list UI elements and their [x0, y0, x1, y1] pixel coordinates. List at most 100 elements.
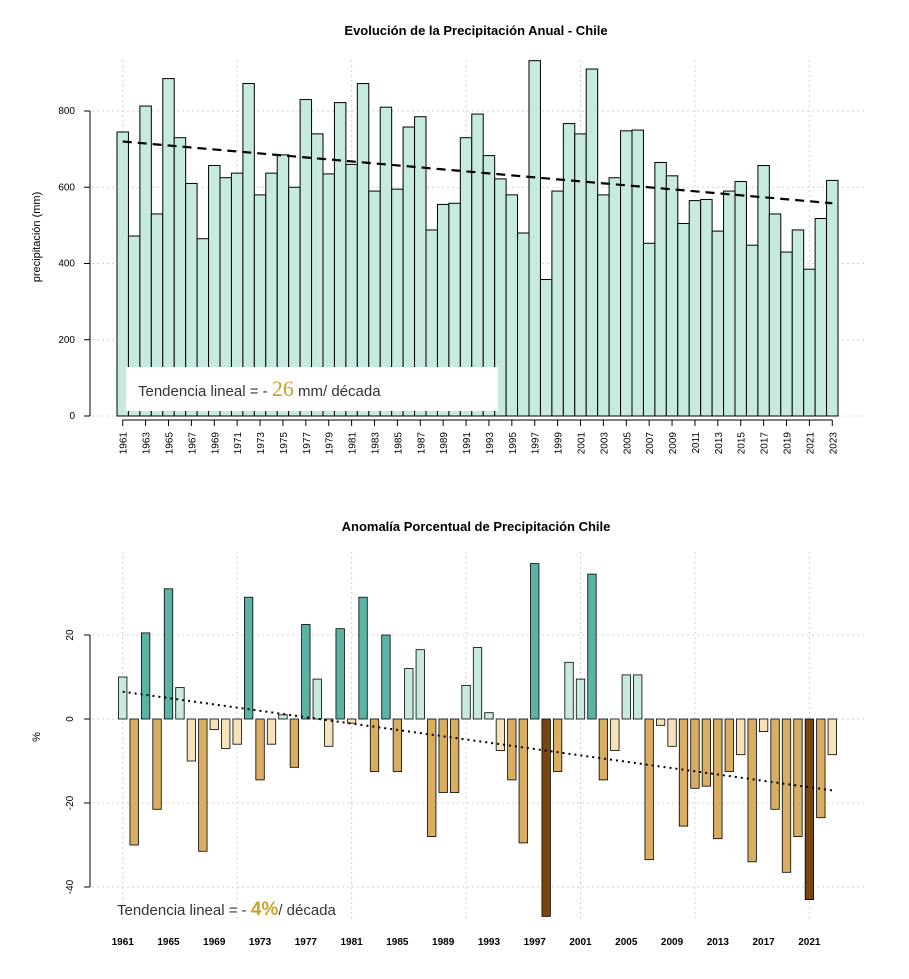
chart1-y-tick-label: 200 [58, 335, 75, 346]
chart1-x-tick-label: 1999 [554, 432, 565, 455]
chart2-bar-2005 [621, 674, 631, 720]
chart2-bar-2002 [587, 573, 597, 720]
chart1-x-tick-label: 1991 [462, 432, 473, 455]
chart2-bar-2001 [575, 678, 586, 720]
chart2-gridlines [92, 552, 865, 920]
chart2-bar-2021 [804, 718, 815, 901]
chart1-bar-1999 [551, 190, 564, 417]
chart2-bar-2003 [598, 718, 609, 781]
chart2-bar-2007 [644, 718, 654, 861]
chart1-bar-2018 [768, 213, 782, 417]
chart1-bar-2009 [665, 175, 679, 417]
chart2-bar-1963 [140, 632, 151, 720]
chart1-x-tick-label: 1981 [348, 432, 359, 455]
chart2-bar-1995 [507, 718, 517, 781]
chart2-bar-2019 [781, 718, 792, 873]
chart2-bar-1992 [472, 647, 483, 720]
chart2-bar-1994 [495, 718, 506, 751]
chart2-bar-2015 [736, 718, 746, 756]
chart2-bar-1984 [381, 634, 391, 720]
chart1-y-axis: 0 200 400 600 800 [58, 106, 91, 422]
chart1-bar-2019 [780, 251, 793, 417]
chart2-x-tick-label: 2013 [707, 937, 730, 948]
chart1-bar-2015 [734, 181, 747, 417]
chart2-bar-1990 [449, 718, 460, 793]
chart2-x-tick-label: 1989 [432, 937, 455, 948]
chart1-x-tick-label: 1977 [302, 432, 313, 455]
chart2-bar-1966 [175, 687, 185, 720]
chart1-title: Evolución de la Precipitación Anual - Ch… [344, 23, 607, 38]
chart1-bar-1965 [162, 78, 175, 417]
chart2-bar-2000 [564, 661, 574, 720]
chart1-bar-2016 [745, 244, 759, 417]
chart2-x-tick-label: 1965 [157, 937, 180, 948]
chart1-y-tick-label: 600 [58, 182, 75, 193]
chart1-bar-2013 [711, 230, 725, 417]
chart1-bar-2006 [631, 129, 644, 417]
chart2-bar-2006 [633, 674, 643, 720]
chart1-x-tick-label: 2013 [714, 432, 725, 455]
chart1-x-tick-label: 2009 [668, 432, 679, 455]
chart2-bar-1987 [415, 649, 425, 720]
chart2-bar-1991 [461, 685, 471, 720]
chart2-trend-line [122, 690, 833, 792]
chart1-y-tick-label: 400 [58, 259, 75, 270]
chart2-y-tick-label: 20 [65, 629, 76, 641]
chart2-bar-1993 [484, 712, 494, 720]
chart2-y-tick-label: 0 [65, 716, 76, 722]
chart1-x-tick-label: 2001 [577, 432, 588, 455]
chart2-bar-2011 [690, 718, 700, 789]
chart2-bar-1975 [278, 714, 288, 720]
chart2-y-axis: 20 0 -20 -40 [65, 629, 91, 894]
chart2-bar-1970 [221, 718, 231, 749]
chart1-bars [116, 60, 839, 417]
chart2-bar-1999 [552, 718, 563, 772]
chart2-bar-1977 [301, 624, 311, 720]
chart2-bar-1973 [255, 718, 265, 781]
chart2-bar-1976 [289, 718, 300, 768]
chart1-x-tick-label: 1969 [210, 432, 221, 455]
chart2-x-tick-label: 1973 [249, 937, 272, 948]
chart1-bar-2001 [574, 133, 587, 417]
chart1-x-tick-label: 2015 [737, 432, 748, 455]
chart1-x-tick-label: 1985 [393, 432, 404, 455]
chart1-bar-2002 [585, 68, 599, 417]
chart2-bar-2020 [793, 718, 803, 837]
chart2-bar-1967 [186, 718, 197, 762]
chart2-x-tick-label: 1961 [112, 937, 135, 948]
chart1-bar-2023 [826, 179, 839, 417]
chart2-bar-1998 [541, 718, 551, 917]
chart1-bar-2012 [700, 198, 713, 417]
chart1-bar-1995 [505, 194, 519, 417]
chart2-bar-1982 [358, 596, 368, 720]
chart1-x-tick-label: 2007 [645, 432, 656, 455]
chart2-bar-1980 [335, 628, 345, 720]
chart1-bar-2000 [562, 123, 576, 417]
chart1-x-axis: 1961 1963 1965 1967 1969 1971 1973 1975 1977 1979… [119, 419, 839, 455]
chart1-y-tick-label: 800 [58, 106, 75, 117]
chart1-x-tick-label: 2017 [760, 432, 771, 455]
chart2-x-tick-label: 2001 [569, 937, 592, 948]
chart2-bar-1979 [324, 718, 334, 747]
chart2-bar-1969 [209, 718, 219, 730]
chart2-bar-2008 [655, 718, 666, 726]
chart1-x-tick-label: 1971 [233, 432, 244, 455]
chart1-trend-annotation: Tendencia lineal = - 26 mm/ década [126, 367, 498, 411]
chart1-y-label: precipitación (mm) [31, 192, 43, 282]
chart2-bar-2018 [770, 718, 780, 810]
chart1-y-tick-label: 0 [69, 411, 75, 422]
chart2-bar-1988 [427, 718, 437, 837]
chart2-x-tick-label: 1985 [386, 937, 409, 948]
chart2-bars [118, 563, 837, 917]
chart1-bar-2010 [677, 222, 690, 417]
chart2-y-tick-label: -40 [65, 879, 76, 894]
chart2-y-label: % [31, 732, 43, 742]
chart1-x-tick-label: 1989 [439, 432, 450, 455]
chart1-x-tick-label: 2005 [622, 432, 633, 455]
chart2-bar-1996 [518, 718, 528, 844]
chart2-x-tick-label: 1969 [203, 937, 226, 948]
chart2-bar-1997 [530, 563, 540, 720]
chart1-trend-line [122, 140, 833, 205]
chart1-x-tick-label: 1963 [142, 432, 153, 455]
chart1-trend-prefix: Tendencia lineal = - [138, 383, 272, 400]
